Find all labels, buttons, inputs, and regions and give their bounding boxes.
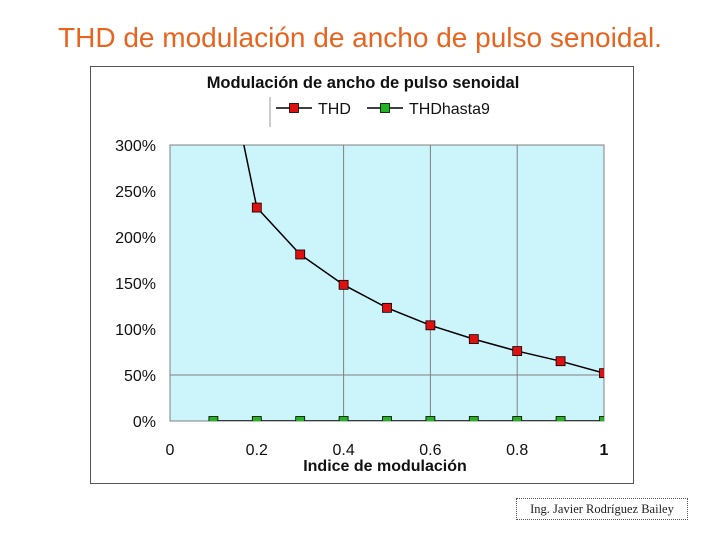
data-point (512, 346, 523, 356)
legend-marker (289, 103, 299, 113)
x-tick-label: 1 (600, 442, 609, 459)
x-tick-label: 0.8 (506, 442, 528, 459)
data-point (555, 416, 566, 421)
data-point (599, 416, 604, 421)
slide-title: THD de modulación de ancho de pulso seno… (58, 22, 662, 53)
data-point (295, 416, 306, 421)
chart-title: Modulación de ancho de pulso senoidal (207, 74, 520, 92)
data-point (251, 202, 262, 213)
x-axis: 0 0.2 0.4 0.6 0.8 1 (166, 442, 609, 459)
data-point (512, 416, 523, 421)
y-tick-label: 50% (124, 368, 156, 385)
x-axis-label: Indice de modulación (303, 458, 467, 475)
x-tick-label: 0 (166, 442, 175, 459)
y-tick-label: 150% (115, 276, 156, 293)
data-point (425, 320, 436, 331)
data-point (468, 334, 479, 345)
data-point (251, 416, 262, 421)
data-point (468, 416, 479, 421)
data-point (382, 302, 392, 313)
legend-marker (380, 103, 390, 113)
y-tick-label: 0% (133, 414, 156, 431)
data-point (295, 249, 306, 260)
x-tick-label: 0.4 (332, 442, 354, 459)
series-layer (208, 0, 604, 421)
plot-area (169, 144, 605, 422)
series-thd (209, 0, 604, 379)
legend-label: THD (318, 101, 351, 118)
data-point (425, 416, 436, 421)
y-tick-label: 200% (115, 230, 156, 247)
grid (170, 145, 604, 421)
x-tick-label: 0.2 (246, 442, 268, 459)
y-axis: 0% 50% 100% 150% 200% 250% 300% (115, 138, 156, 431)
legend: THD THDhasta9 (269, 97, 490, 127)
legend-label: THDhasta9 (409, 101, 490, 118)
y-tick-label: 300% (115, 138, 156, 155)
y-tick-label: 100% (115, 322, 156, 339)
data-point (338, 279, 349, 290)
x-tick-label: 0.6 (419, 442, 441, 459)
series-thdhasta9 (208, 416, 604, 421)
data-point (599, 368, 604, 379)
data-point (208, 416, 219, 421)
data-point (555, 356, 566, 367)
y-tick-label: 250% (115, 184, 156, 201)
series-line (243, 145, 604, 374)
footer-credit: Ing. Javier Rodríguez Bailey (516, 498, 688, 520)
data-point (338, 416, 349, 421)
data-point (382, 416, 392, 421)
data-point (209, 0, 218, 2)
